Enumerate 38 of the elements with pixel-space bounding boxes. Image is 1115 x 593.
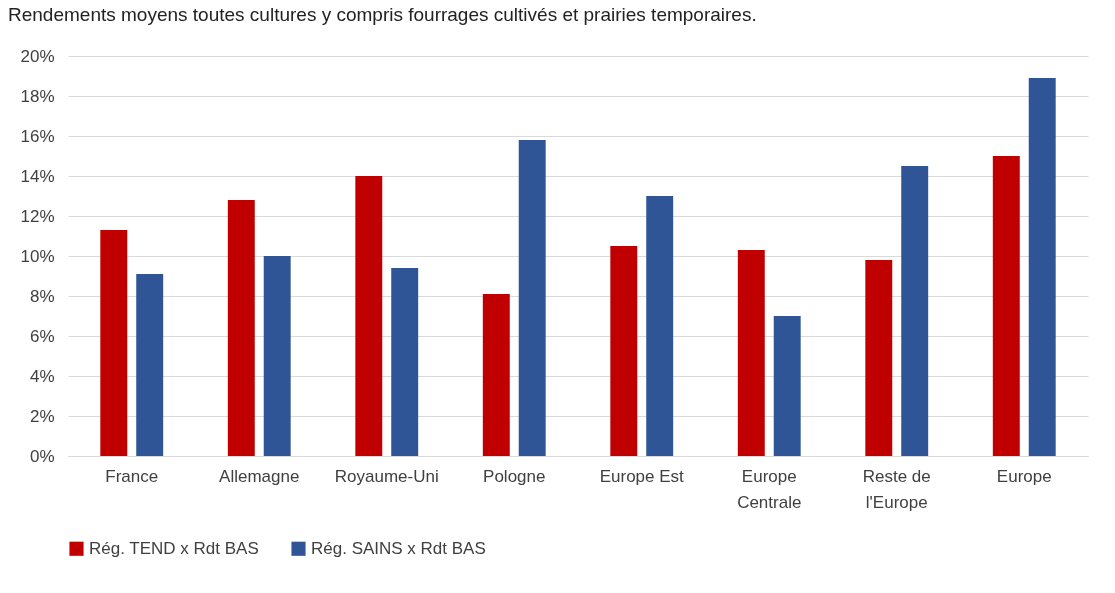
bar [136,274,164,456]
bar [391,268,419,456]
bar [610,246,638,456]
bar [518,140,546,456]
x-tick-label: Europe Est [599,466,685,486]
x-tick-label: France [105,466,159,486]
y-tick-label: 16% [20,126,55,146]
legend-label: Rég. SAINS x Rdt BAS [311,538,486,558]
y-tick-label: 18% [20,86,55,106]
y-tick-label: 8% [29,286,55,306]
x-tick-label: Allemagne [219,466,300,486]
bar [646,196,674,456]
bar [992,156,1020,456]
x-tick-label: Europe Centrale [737,466,802,512]
y-tick-label: 20% [20,46,55,66]
legend-label: Rég. TEND x Rdt BAS [89,538,259,558]
bar [100,230,128,456]
y-tick-label: 6% [29,326,55,346]
x-tick-label: Reste de l'Europe [862,466,931,512]
x-tick-label: Royaume-Uni [334,466,439,486]
bar [901,166,929,456]
bar [482,294,510,456]
bar [737,250,765,456]
y-tick-label: 14% [20,166,55,186]
bar [865,260,893,456]
y-tick-label: 12% [20,206,55,226]
bar [773,316,801,456]
bar [355,176,383,456]
y-tick-label: 0% [29,446,55,466]
bar [1028,78,1056,456]
bar [263,256,291,456]
y-tick-label: 2% [29,406,55,426]
x-tick-label: Europe [996,466,1052,486]
y-tick-label: 4% [29,366,55,386]
x-tick-label: Pologne [483,466,546,486]
bar [227,200,255,456]
chart-title: Rendements moyens toutes cultures y compris fourrages cultivés et prairies temporaires. [8,4,757,25]
y-tick-label: 10% [20,246,55,266]
